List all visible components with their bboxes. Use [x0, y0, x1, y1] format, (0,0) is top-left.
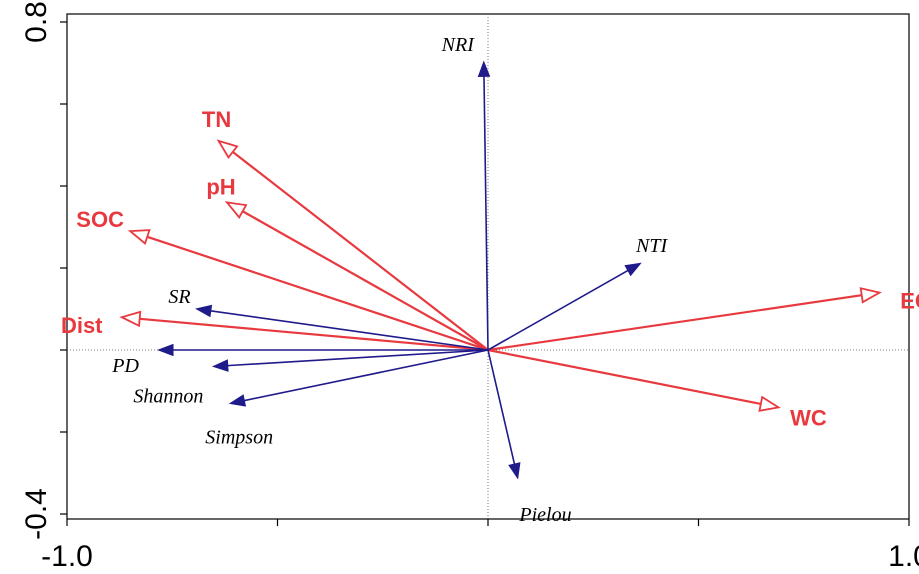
response-vector-simpson: [243, 349, 489, 402]
response-vector-nri: [483, 75, 489, 351]
env-vector-tn: [232, 151, 489, 351]
response-arrowhead-sr: [195, 304, 213, 318]
env-vector-dist: [139, 317, 489, 352]
response-vector-shannon: [227, 349, 489, 367]
env-label-soc: SOC: [76, 207, 124, 232]
response-arrowhead-simpson: [228, 394, 247, 407]
env-label-dist: Dist: [61, 313, 103, 338]
response-vectors: [157, 60, 642, 480]
x-tick-label: 1.0: [888, 540, 919, 573]
response-label-sr: SR: [168, 286, 190, 308]
env-arrowhead-ph: [224, 201, 248, 219]
response-arrowhead-nri: [477, 60, 491, 77]
response-label-shannon: Shannon: [133, 385, 203, 407]
response-arrowhead-pielou: [508, 462, 521, 480]
response-vector-pielou: [487, 349, 516, 465]
env-arrowhead-dist: [119, 310, 142, 328]
response-label-nti: NTI: [635, 235, 668, 257]
env-vector-ph: [242, 210, 489, 351]
env-arrowhead-tn: [216, 139, 239, 160]
env-vector-soc: [146, 235, 489, 352]
env-vector-wc: [487, 348, 762, 405]
env-arrowhead-ec: [859, 287, 882, 304]
environment-vectors: [119, 139, 882, 412]
origin-lines: [67, 14, 909, 519]
env-vector-ec: [487, 294, 862, 352]
response-label-pd: PD: [111, 355, 139, 377]
env-arrowhead-soc: [127, 229, 151, 245]
env-label-ph: pH: [206, 174, 235, 199]
axis-ticks: -1.0 1.0 0.8 -0.4: [20, 1, 919, 573]
response-arrowhead-nti: [624, 262, 642, 277]
y-tick-label: 0.8: [20, 1, 53, 43]
env-label-ec: EC: [900, 289, 919, 314]
env-arrowhead-wc: [758, 395, 781, 412]
env-label-tn: TN: [202, 107, 231, 132]
response-arrowhead-shannon: [211, 359, 229, 372]
env-label-wc: WC: [790, 405, 827, 430]
response-label-simpson: Simpson: [205, 426, 273, 448]
response-vector-sr: [210, 310, 489, 351]
response-vector-nti: [487, 269, 629, 351]
response-arrowhead-pd: [157, 343, 174, 357]
y-tick-label: -0.4: [20, 488, 53, 540]
response-label-nri: NRI: [441, 34, 476, 56]
x-tick-label: -1.0: [41, 540, 93, 573]
response-label-pielou: Pielou: [518, 504, 571, 526]
